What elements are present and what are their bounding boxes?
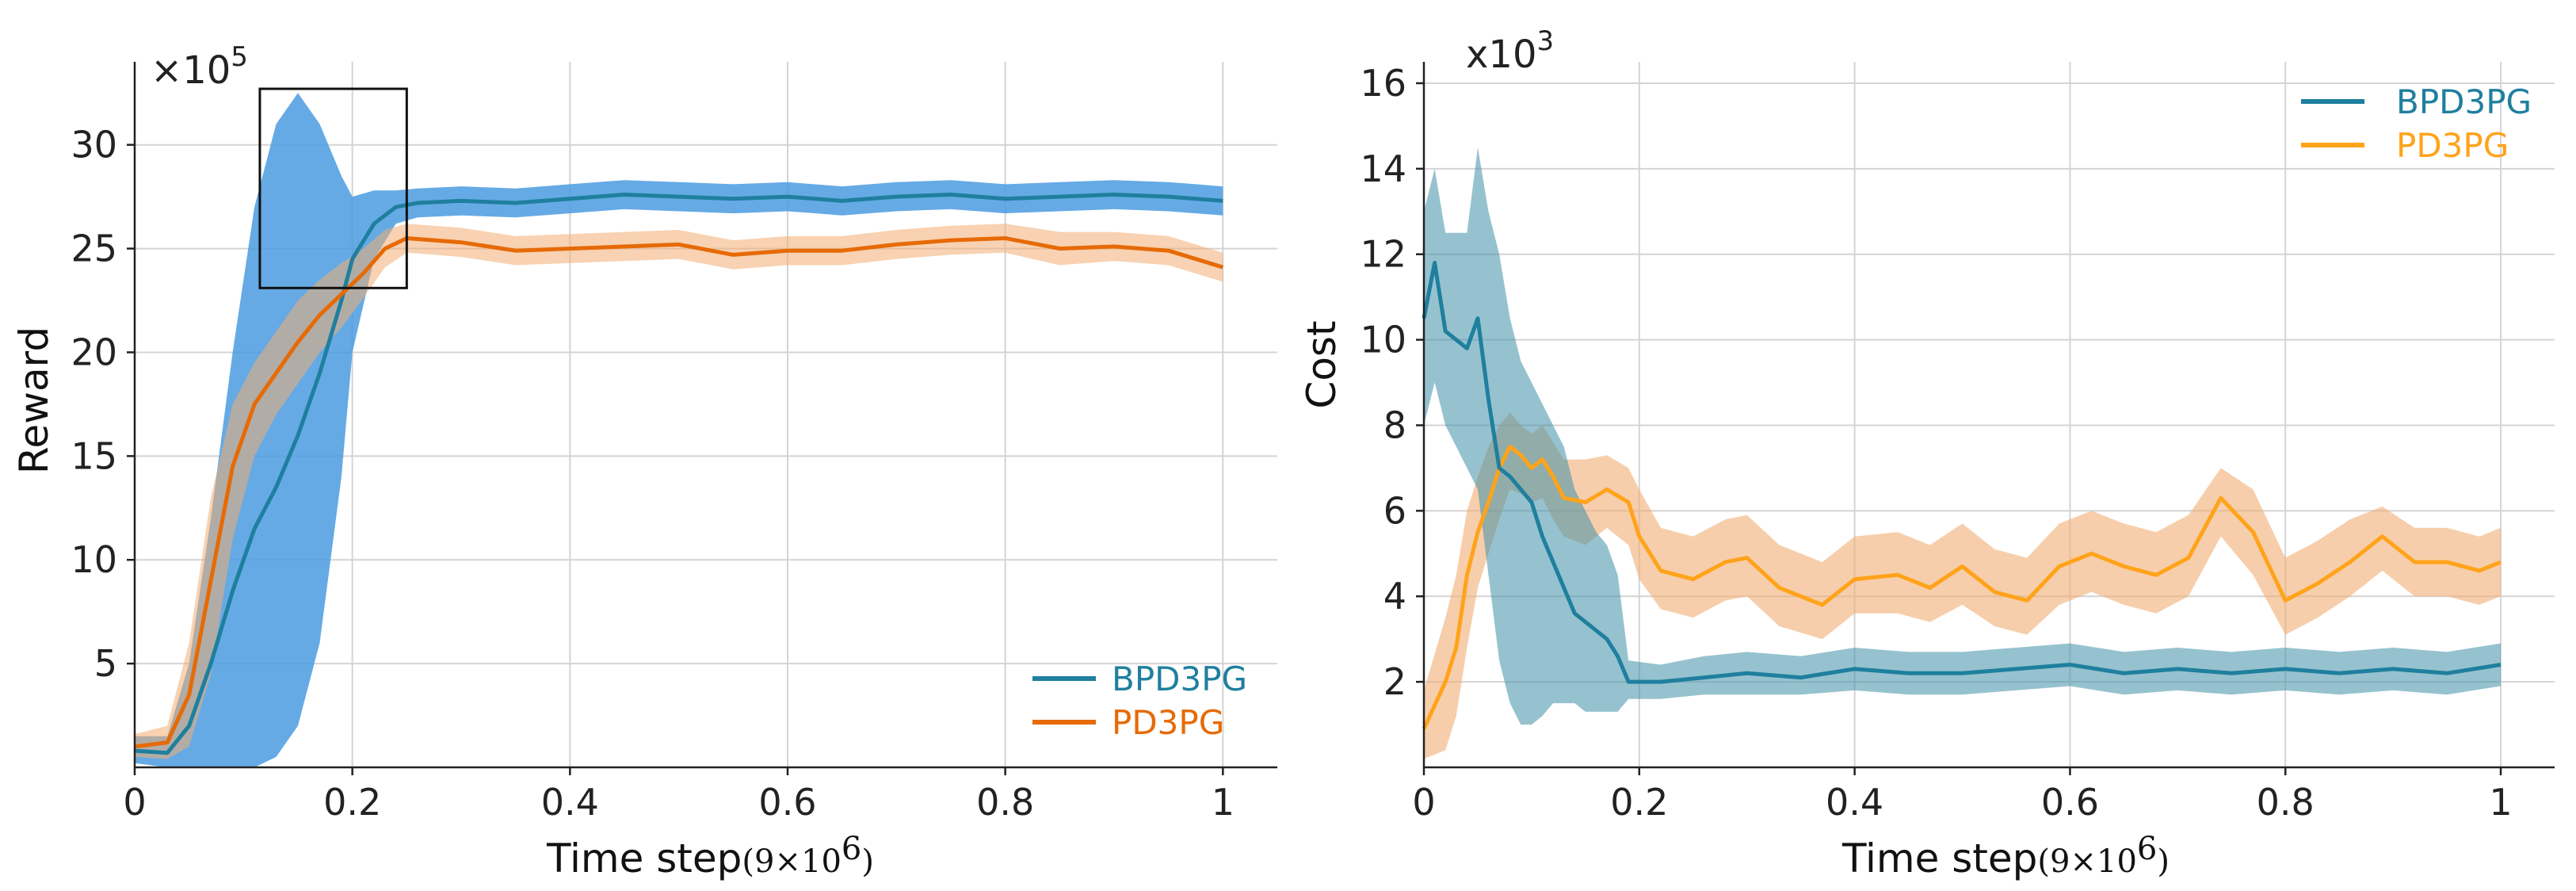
reward-line-bpd3pg — [134, 193, 1223, 755]
cost-y-tick-label: 2 — [1383, 660, 1406, 703]
reward-x-tick-label: 0.8 — [976, 781, 1034, 824]
reward-x-tick-label: 0.4 — [541, 781, 599, 824]
reward-x-tick-label: 0.6 — [758, 781, 816, 824]
cost-x-tick-label: 0 — [1412, 781, 1435, 824]
reward-legend: BPD3PG PD3PG — [1032, 660, 1247, 742]
reward-x-tick-label: 1 — [1212, 781, 1235, 824]
cost-axes — [1416, 62, 2555, 775]
reward-series-lines — [134, 193, 1224, 755]
legend-label-bpd3pg: BPD3PG — [1112, 660, 1247, 698]
reward-x-tick-label: 0 — [123, 781, 146, 824]
cost-y-tick-label: 14 — [1360, 147, 1406, 190]
cost-x-axis-label: Time step(9×106) — [1841, 831, 2170, 881]
cost-y-tick-label: 16 — [1360, 62, 1406, 105]
reward-confidence-bands — [135, 93, 1223, 768]
cost-x-tick-label: 0.4 — [1826, 781, 1883, 824]
legend-label-pd3pg: PD3PG — [1112, 703, 1224, 742]
cost-band-pd3pg — [1424, 412, 2501, 759]
reward-x-axis-label: Time step(9×106) — [546, 831, 874, 881]
reward-y-tick-label: 30 — [71, 124, 117, 166]
reward-y-tick-label: 5 — [94, 642, 117, 685]
reward-y-tick-label: 20 — [71, 331, 117, 373]
reward-band-bpd3pg — [135, 93, 1223, 768]
legend-label-bpd3pg: BPD3PG — [2396, 82, 2532, 121]
cost-x-tick-label: 0.2 — [1610, 781, 1668, 824]
reward-y-axis-label: Reward — [11, 327, 57, 474]
cost-line-pd3pg — [1422, 445, 2502, 730]
cost-line-bpd3pg — [1422, 261, 2502, 684]
cost-band-bpd3pg — [1424, 147, 2501, 725]
cost-y-tick-label: 6 — [1383, 489, 1406, 532]
cost-y-tick-label: 10 — [1360, 319, 1406, 361]
cost-x-tick-label: 0.8 — [2257, 781, 2315, 824]
reward-axes — [127, 62, 1277, 775]
cost-y-tick-label: 8 — [1383, 403, 1406, 446]
reward-scale-label: ×105 — [151, 41, 248, 93]
reward-x-tick-label: 0.2 — [323, 781, 381, 824]
reward-line-pd3pg — [134, 236, 1224, 749]
reward-y-tick-label: 15 — [71, 434, 117, 477]
cost-scale-label: x103 — [1466, 25, 1554, 77]
zoom-box — [258, 87, 408, 289]
reward-y-tick-label: 10 — [71, 538, 117, 581]
cost-legend: BPD3PG PD3PG — [2301, 82, 2532, 165]
reward-y-tick-label: 25 — [71, 228, 117, 270]
cost-x-tick-label: 1 — [2489, 781, 2512, 824]
cost-x-tick-label: 0.6 — [2041, 781, 2099, 824]
legend-label-pd3pg: PD3PG — [2396, 126, 2509, 165]
cost-series-lines — [1422, 261, 2502, 730]
cost-confidence-bands — [1424, 147, 2501, 759]
cost-y-tick-label: 12 — [1360, 233, 1406, 276]
cost-y-tick-label: 4 — [1383, 575, 1406, 618]
cost-y-axis-label: Cost — [1299, 320, 1345, 408]
